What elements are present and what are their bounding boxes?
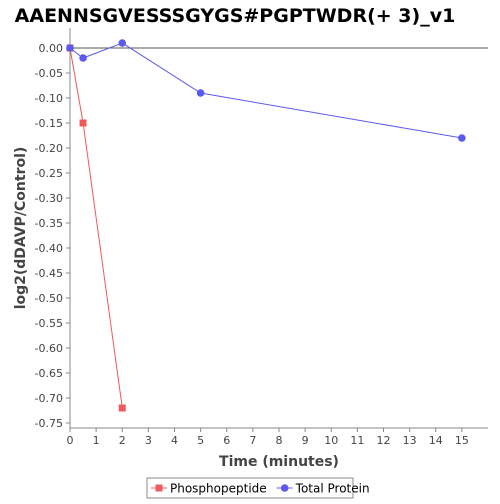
legend-item-total-protein: Total Protein	[276, 482, 370, 496]
x-tick-label: 9	[302, 434, 309, 447]
legend-box	[146, 477, 354, 499]
x-axis-ticks: 0 1 2 3 4 5 6 7 8 9 10 11 12 13 14 15	[67, 428, 469, 447]
plot-area	[70, 28, 488, 428]
x-tick-label: 8	[276, 434, 283, 447]
legend-marker-phosphopeptide	[155, 484, 163, 492]
y-tick-label: -0.15	[35, 117, 63, 130]
legend-marker-total-protein	[280, 484, 289, 492]
total-protein-point	[118, 39, 127, 47]
x-tick-label: 11	[350, 434, 364, 447]
legend-label-total-protein: Total Protein	[295, 482, 370, 496]
legend-label-phosphopeptide: Phosphopeptide	[170, 482, 267, 496]
series-group	[66, 39, 466, 412]
x-tick-label: 13	[403, 434, 417, 447]
phosphopeptide-point	[118, 404, 126, 412]
legend-item-phosphopeptide: Phosphopeptide	[151, 482, 267, 496]
total-protein-point	[66, 44, 74, 52]
x-tick-label: 2	[119, 434, 126, 447]
legend: Phosphopeptide Total Protein	[146, 477, 370, 499]
y-tick-label: -0.25	[35, 167, 63, 180]
x-tick-label: 1	[93, 434, 100, 447]
total-protein-series	[66, 39, 466, 142]
total-protein-point	[196, 89, 205, 97]
chart-title: AAENNSGVESSSGYGS#PGPTWDR(+ 3)_v1	[15, 5, 456, 27]
y-tick-label: -0.05	[35, 67, 63, 80]
x-tick-label: 12	[377, 434, 391, 447]
phosphopeptide-point	[79, 119, 87, 127]
x-tick-label: 3	[145, 434, 152, 447]
x-tick-label: 15	[455, 434, 469, 447]
x-tick-label: 14	[429, 434, 443, 447]
y-tick-label: -0.40	[35, 242, 63, 255]
y-axis-ticks: 0.00 -0.05 -0.10 -0.15 -0.20 -0.25 -0.30 -0.35 -…	[35, 42, 70, 430]
y-axis-label: log2(dDAVP/Control)	[13, 147, 29, 310]
total-protein-point	[458, 134, 466, 142]
x-tick-label: 6	[223, 434, 230, 447]
x-tick-label: 0	[67, 434, 74, 447]
y-tick-label: -0.50	[35, 292, 63, 305]
y-tick-label: -0.70	[35, 392, 63, 405]
y-tick-label: -0.30	[35, 192, 63, 205]
x-tick-label: 5	[197, 434, 204, 447]
total-protein-point	[79, 54, 87, 62]
x-tick-label: 7	[249, 434, 256, 447]
x-tick-label: 4	[171, 434, 178, 447]
y-tick-label: -0.45	[35, 267, 63, 280]
y-tick-label: -0.20	[35, 142, 63, 155]
y-tick-label: 0.00	[39, 42, 64, 55]
x-axis-label: Time (minutes)	[219, 454, 339, 470]
legend-items: Phosphopeptide Total Protein	[151, 482, 370, 496]
y-tick-label: -0.75	[35, 417, 63, 430]
y-tick-label: -0.35	[35, 217, 63, 230]
y-tick-label: -0.55	[35, 317, 63, 330]
y-tick-label: -0.60	[35, 342, 63, 355]
x-tick-label: 10	[324, 434, 338, 447]
y-tick-label: -0.10	[35, 92, 63, 105]
y-tick-label: -0.65	[35, 367, 63, 380]
